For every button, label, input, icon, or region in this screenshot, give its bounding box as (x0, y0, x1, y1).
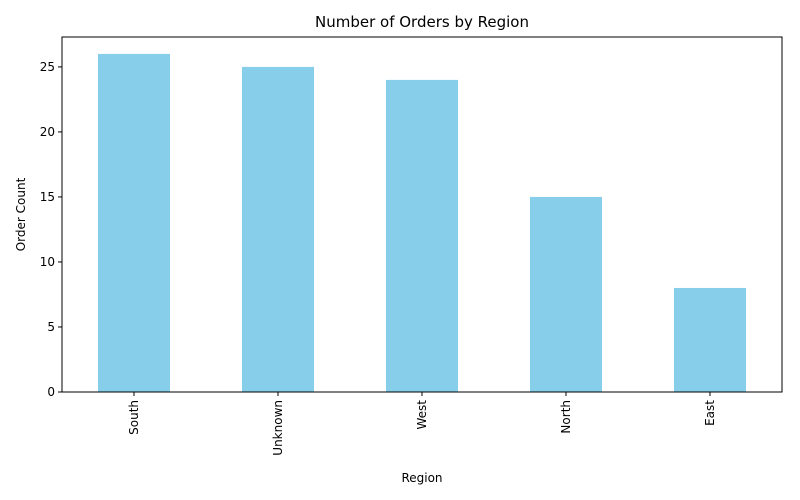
y-tick-label: 5 (47, 320, 55, 334)
x-axis-ticks: South Unknown West North East (127, 392, 717, 456)
bar-unknown (242, 66, 314, 393)
x-axis-label: Region (401, 471, 442, 485)
x-tick-label: Unknown (271, 400, 285, 456)
y-tick-label: 15 (40, 190, 55, 204)
plot-frame (61, 36, 783, 393)
bars-group (98, 53, 746, 393)
bar-south (98, 53, 170, 393)
chart-title: Number of Orders by Region (315, 13, 529, 31)
bar-east (674, 287, 746, 392)
y-tick-label: 20 (40, 125, 55, 139)
x-tick-label: West (415, 400, 429, 430)
y-tick-label: 10 (40, 255, 55, 269)
y-tick-label: 25 (40, 60, 55, 74)
y-axis-ticks: 0 5 10 15 20 25 (40, 60, 62, 399)
x-tick-label: East (703, 400, 717, 426)
x-tick-label: North (559, 400, 573, 434)
bar-west (386, 79, 458, 393)
y-axis-label: Order Count (14, 177, 28, 251)
bar-north (530, 196, 602, 392)
x-tick-label: South (127, 400, 141, 435)
y-tick-label: 0 (47, 385, 55, 399)
